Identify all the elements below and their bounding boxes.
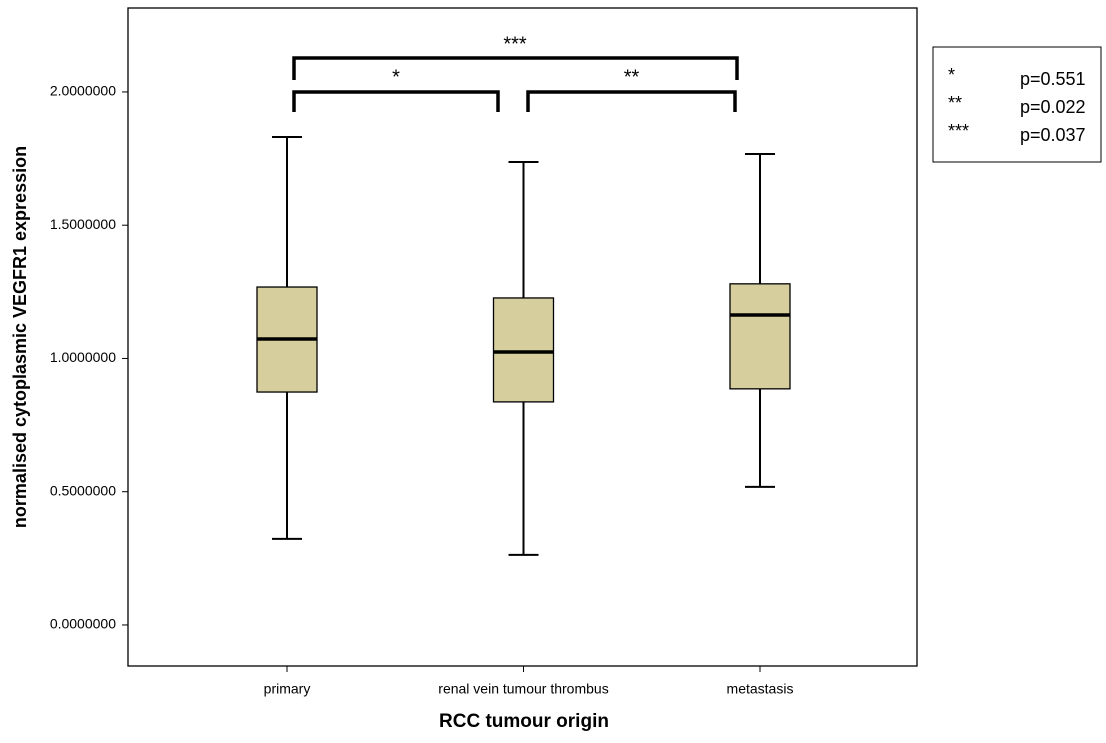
bracket-marker: *	[392, 66, 400, 88]
x-axis-label: RCC tumour origin	[439, 711, 609, 732]
x-tick-label: metastasis	[727, 681, 794, 697]
x-tick-label: renal vein tumour thrombus	[438, 681, 608, 697]
bracket-marker: **	[624, 66, 640, 88]
legend-marker: ***	[948, 121, 969, 141]
bracket-marker: ***	[503, 33, 527, 55]
legend-box	[932, 46, 1102, 163]
y-tick-label: 1.0000000	[50, 349, 116, 365]
significance-bracket	[526, 90, 737, 112]
x-tick-label: primary	[264, 681, 311, 697]
y-tick-label: 0.0000000	[50, 616, 116, 632]
box	[729, 283, 791, 390]
legend-marker: **	[948, 93, 962, 113]
legend-marker: *	[948, 65, 955, 85]
y-axis-label: normalised cytoplasmic VEGFR1 expression	[10, 146, 30, 528]
significance-bracket	[292, 56, 739, 80]
box	[492, 297, 555, 403]
legend-p-value: p=0.551	[1020, 69, 1086, 89]
plot-frame	[127, 7, 918, 667]
y-tick-label: 1.5000000	[50, 216, 116, 232]
legend-p-value: p=0.037	[1020, 125, 1086, 145]
legend-p-value: p=0.022	[1020, 97, 1086, 117]
y-tick-label: 2.0000000	[50, 83, 116, 99]
significance-bracket	[292, 90, 500, 112]
y-tick-label: 0.5000000	[50, 482, 116, 498]
